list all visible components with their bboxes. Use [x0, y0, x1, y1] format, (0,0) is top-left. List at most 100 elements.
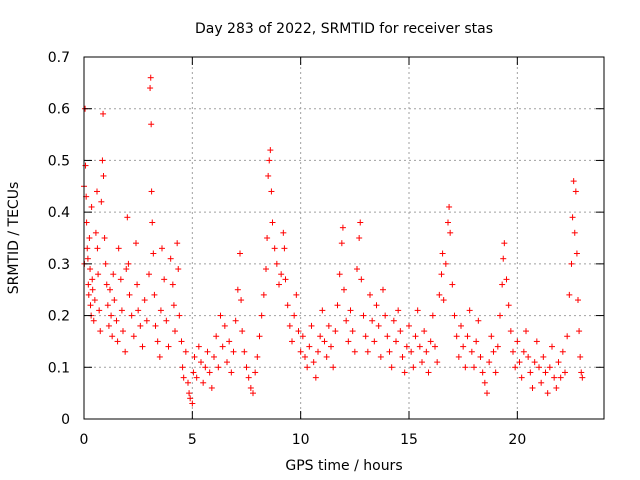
- data-point: [549, 343, 555, 350]
- data-point: [375, 322, 382, 329]
- data-point: [104, 302, 111, 309]
- data-point: [553, 384, 560, 391]
- data-point: [154, 338, 161, 345]
- data-point: [268, 188, 275, 195]
- data-point: [364, 348, 371, 355]
- data-point: [128, 312, 135, 319]
- data-point: [238, 297, 245, 304]
- data-point: [152, 322, 159, 329]
- data-point: [161, 276, 168, 283]
- data-point: [237, 250, 243, 257]
- data-point: [577, 353, 584, 360]
- data-point: [377, 353, 384, 360]
- data-point: [130, 333, 137, 340]
- data-point: [284, 302, 291, 309]
- data-point: [94, 245, 101, 252]
- data-point: [536, 364, 542, 371]
- data-point: [475, 317, 482, 324]
- y-axis-label: SRMTID / TECUs: [6, 182, 22, 295]
- data-point: [265, 172, 272, 179]
- data-point: [339, 224, 346, 231]
- data-point: [109, 333, 116, 340]
- data-point: [213, 333, 220, 340]
- data-point: [341, 286, 347, 293]
- data-point: [414, 307, 421, 314]
- data-point: [503, 276, 510, 283]
- data-point: [90, 317, 97, 324]
- data-point: [358, 276, 365, 283]
- x-tick-label: 0: [80, 432, 89, 448]
- data-point: [141, 297, 148, 304]
- data-point: [271, 245, 278, 252]
- data-point: [507, 328, 514, 335]
- data-point: [256, 333, 263, 340]
- data-point: [82, 162, 89, 169]
- x-tick-label: 15: [400, 432, 418, 448]
- data-point: [151, 291, 158, 298]
- data-point: [208, 384, 215, 391]
- data-point: [228, 369, 235, 376]
- data-point: [258, 312, 265, 319]
- data-point: [91, 297, 98, 304]
- data-point: [390, 317, 397, 324]
- data-point: [224, 359, 230, 366]
- data-point: [576, 328, 583, 335]
- data-point: [419, 359, 425, 366]
- grid-lines: [84, 57, 604, 419]
- data-point: [88, 203, 95, 210]
- data-point: [170, 302, 177, 309]
- data-point: [520, 348, 527, 355]
- data-point: [523, 328, 529, 335]
- y-tick-label: 0.3: [48, 257, 70, 273]
- data-point: [412, 333, 419, 340]
- data-point: [527, 369, 534, 376]
- data-point: [410, 364, 417, 371]
- data-point: [362, 333, 369, 340]
- data-point: [191, 353, 198, 360]
- data-point: [432, 343, 438, 350]
- data-point: [573, 250, 580, 257]
- data-point: [490, 348, 497, 355]
- data-point: [110, 271, 117, 278]
- x-tick-label: 20: [508, 432, 526, 448]
- data-point: [351, 348, 358, 355]
- data-point: [139, 343, 146, 350]
- x-axis-label: GPS time / hours: [285, 458, 402, 474]
- data-point: [281, 245, 288, 252]
- data-point: [306, 343, 313, 350]
- x-tick-label: 10: [292, 432, 310, 448]
- data-point: [371, 338, 378, 345]
- data-point: [434, 359, 441, 366]
- data-point: [179, 364, 186, 371]
- axis-ticks: [83, 56, 604, 420]
- data-point: [239, 328, 246, 335]
- data-point: [84, 245, 91, 252]
- data-point: [557, 374, 564, 381]
- data-point: [245, 374, 252, 381]
- data-point: [479, 369, 486, 376]
- data-point: [488, 333, 495, 340]
- data-point: [102, 260, 109, 267]
- data-point: [562, 369, 568, 376]
- x-tick-labels: 0 5 10 15 20: [80, 432, 527, 448]
- data-point: [264, 235, 271, 241]
- data-point: [149, 219, 156, 226]
- data-point: [555, 359, 562, 366]
- data-point: [446, 203, 453, 210]
- data-point: [544, 390, 551, 397]
- data-point: [568, 260, 575, 267]
- data-point: [286, 322, 293, 329]
- data-point: [83, 219, 90, 226]
- data-point: [403, 343, 410, 350]
- x-tick-label: 5: [188, 432, 197, 448]
- data-point: [221, 322, 228, 329]
- plot-frame: [83, 56, 605, 420]
- data-point: [269, 219, 276, 226]
- data-point: [373, 302, 380, 309]
- data-point: [516, 359, 523, 366]
- data-point: [575, 297, 581, 304]
- data-point: [345, 338, 352, 345]
- y-tick-label: 0.7: [48, 50, 70, 66]
- data-point: [397, 328, 404, 335]
